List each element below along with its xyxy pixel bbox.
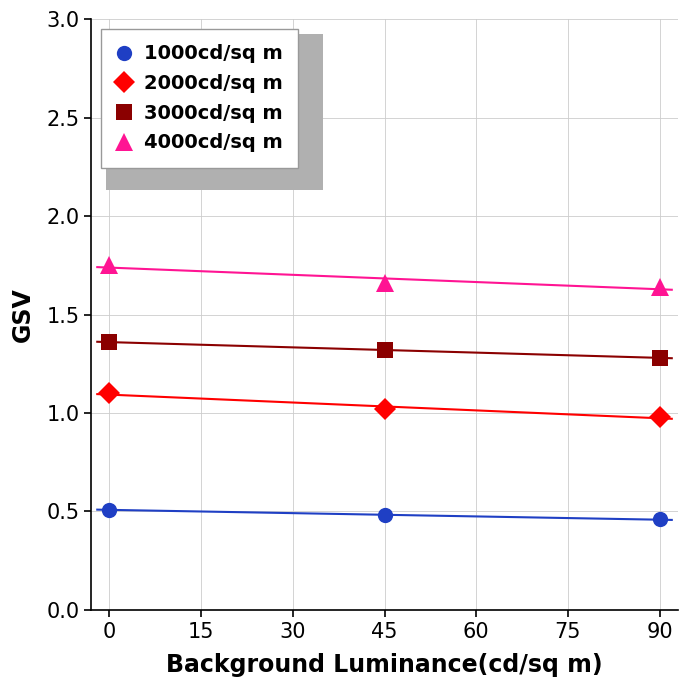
1000cd/sq m [105,506,114,514]
Line: 3000cd/sq m: 3000cd/sq m [102,334,667,365]
4000cd/sq m [105,261,114,270]
X-axis label: Background Luminance(cd/sq m): Background Luminance(cd/sq m) [166,653,603,677]
2000cd/sq m [380,405,389,413]
Line: 4000cd/sq m: 4000cd/sq m [101,256,668,296]
3000cd/sq m [380,346,389,354]
4000cd/sq m [380,279,389,287]
4000cd/sq m [655,283,664,291]
3000cd/sq m [105,338,114,346]
1000cd/sq m [380,511,389,519]
3000cd/sq m [655,354,664,362]
Bar [106,34,322,190]
2000cd/sq m [105,389,114,398]
2000cd/sq m [655,413,664,421]
1000cd/sq m [655,515,664,524]
Line: 2000cd/sq m: 2000cd/sq m [102,386,667,424]
Y-axis label: GSV: GSV [11,287,35,342]
Legend: 1000cd/sq m, 2000cd/sq m, 3000cd/sq m, 4000cd/sq m: 1000cd/sq m, 2000cd/sq m, 3000cd/sq m, 4… [101,29,298,168]
Line: 1000cd/sq m: 1000cd/sq m [102,502,667,527]
